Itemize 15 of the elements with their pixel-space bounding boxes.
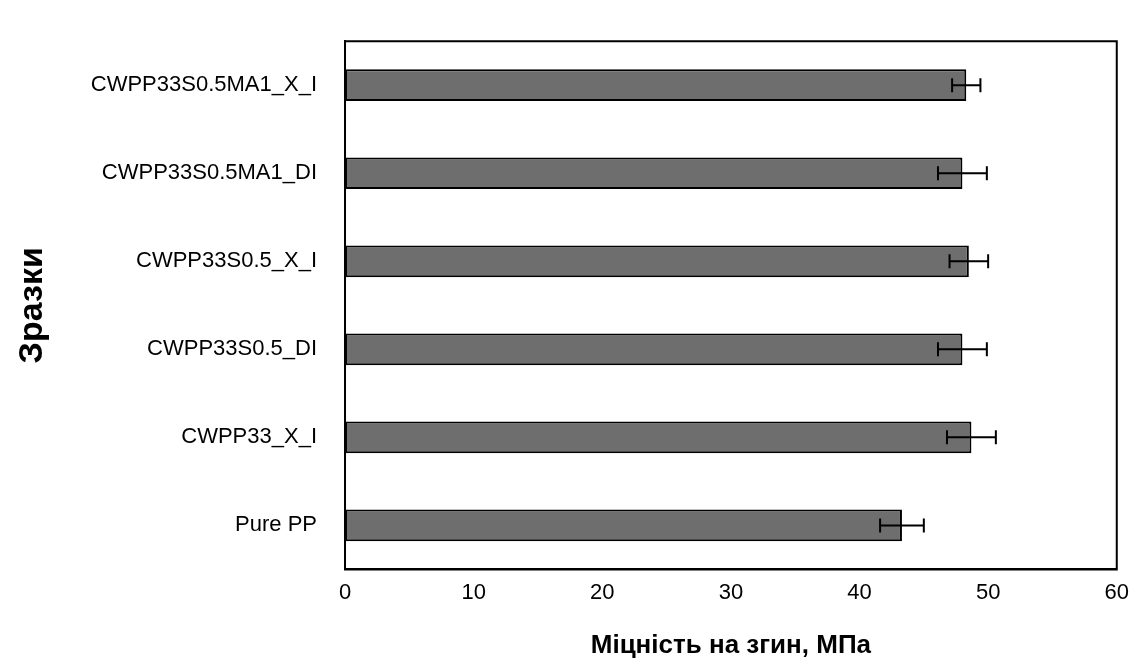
- y-tick-label: CWPP33S0.5MA1_DI: [101, 159, 318, 185]
- x-tick-label: 60: [1104, 578, 1130, 604]
- y-tick-label: CWPP33S0.5_DI: [147, 335, 318, 361]
- y-tick-label: CWPP33S0.5_X_I: [136, 247, 318, 273]
- x-tick-label: 0: [338, 578, 352, 604]
- x-tick-label: 50: [975, 578, 1001, 604]
- y-tick-label: CWPP33_X_I: [181, 423, 318, 449]
- y-tick-label: CWPP33S0.5MA1_X_I: [90, 71, 318, 97]
- y-tick-label: Pure PP: [235, 511, 318, 537]
- x-axis-title: Міцність на згин, МПа: [590, 628, 872, 659]
- x-tick-label: 10: [461, 578, 486, 604]
- x-tick-label: 20: [590, 578, 615, 604]
- x-tick-label: 30: [718, 578, 744, 604]
- x-tick-label: 40: [847, 578, 872, 604]
- y-axis-title: Зразки: [10, 247, 49, 364]
